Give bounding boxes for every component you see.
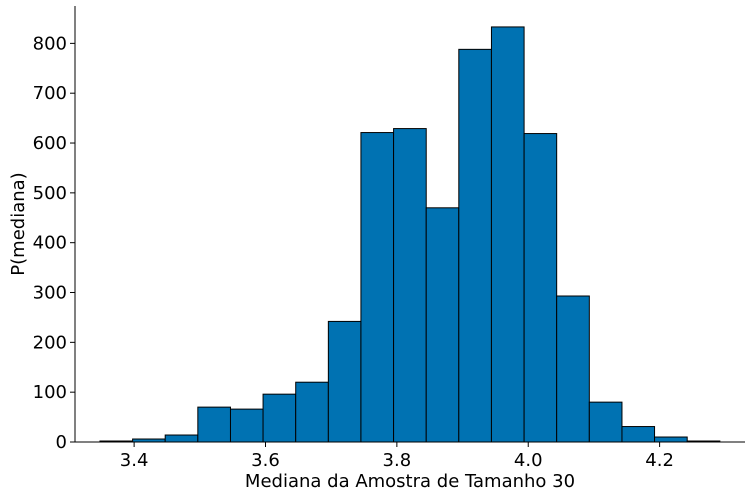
histogram-bar	[229, 408, 264, 443]
histogram-bar	[262, 393, 297, 443]
histogram-bar	[327, 320, 362, 443]
x-axis-label: Mediana da Amostra de Tamanho 30	[245, 471, 575, 492]
y-tick-label: 500	[33, 183, 67, 204]
histogram-bar	[523, 133, 558, 443]
y-tick-label: 600	[33, 133, 67, 154]
y-tick-label: 700	[33, 83, 67, 104]
histogram-bar	[360, 132, 395, 443]
histogram-bar	[621, 426, 656, 443]
histogram-bar	[490, 26, 525, 443]
y-tick-label: 300	[33, 283, 67, 304]
histogram-bar	[393, 128, 427, 443]
y-tick-label: 800	[33, 33, 67, 54]
y-axis-label: P(mediana)	[8, 172, 29, 275]
histogram-bar	[425, 207, 460, 443]
y-tick-label: 0	[56, 432, 67, 453]
y-tick-label: 200	[33, 332, 67, 353]
x-tick-label: 3.6	[251, 450, 280, 471]
histogram-bar	[458, 48, 492, 443]
y-tick-label: 100	[33, 382, 67, 403]
histogram-bar	[295, 381, 329, 443]
x-axis-ticks: 3.4 3.6 3.8 4.0 4.2	[120, 442, 674, 471]
x-tick-label: 4.2	[645, 450, 674, 471]
x-tick-label: 4.0	[514, 450, 543, 471]
y-tick-label: 400	[33, 233, 67, 254]
histogram-bar	[197, 406, 231, 443]
histogram-bar	[556, 295, 590, 443]
y-axis-ticks: 0 100 200 300 400 500 600 700 800	[33, 33, 75, 453]
bars-group	[99, 26, 721, 443]
histogram-bar	[164, 434, 199, 443]
x-tick-label: 3.8	[383, 450, 412, 471]
histogram-bar	[588, 401, 623, 443]
x-tick-label: 3.4	[120, 450, 149, 471]
histogram-bar	[654, 436, 688, 443]
